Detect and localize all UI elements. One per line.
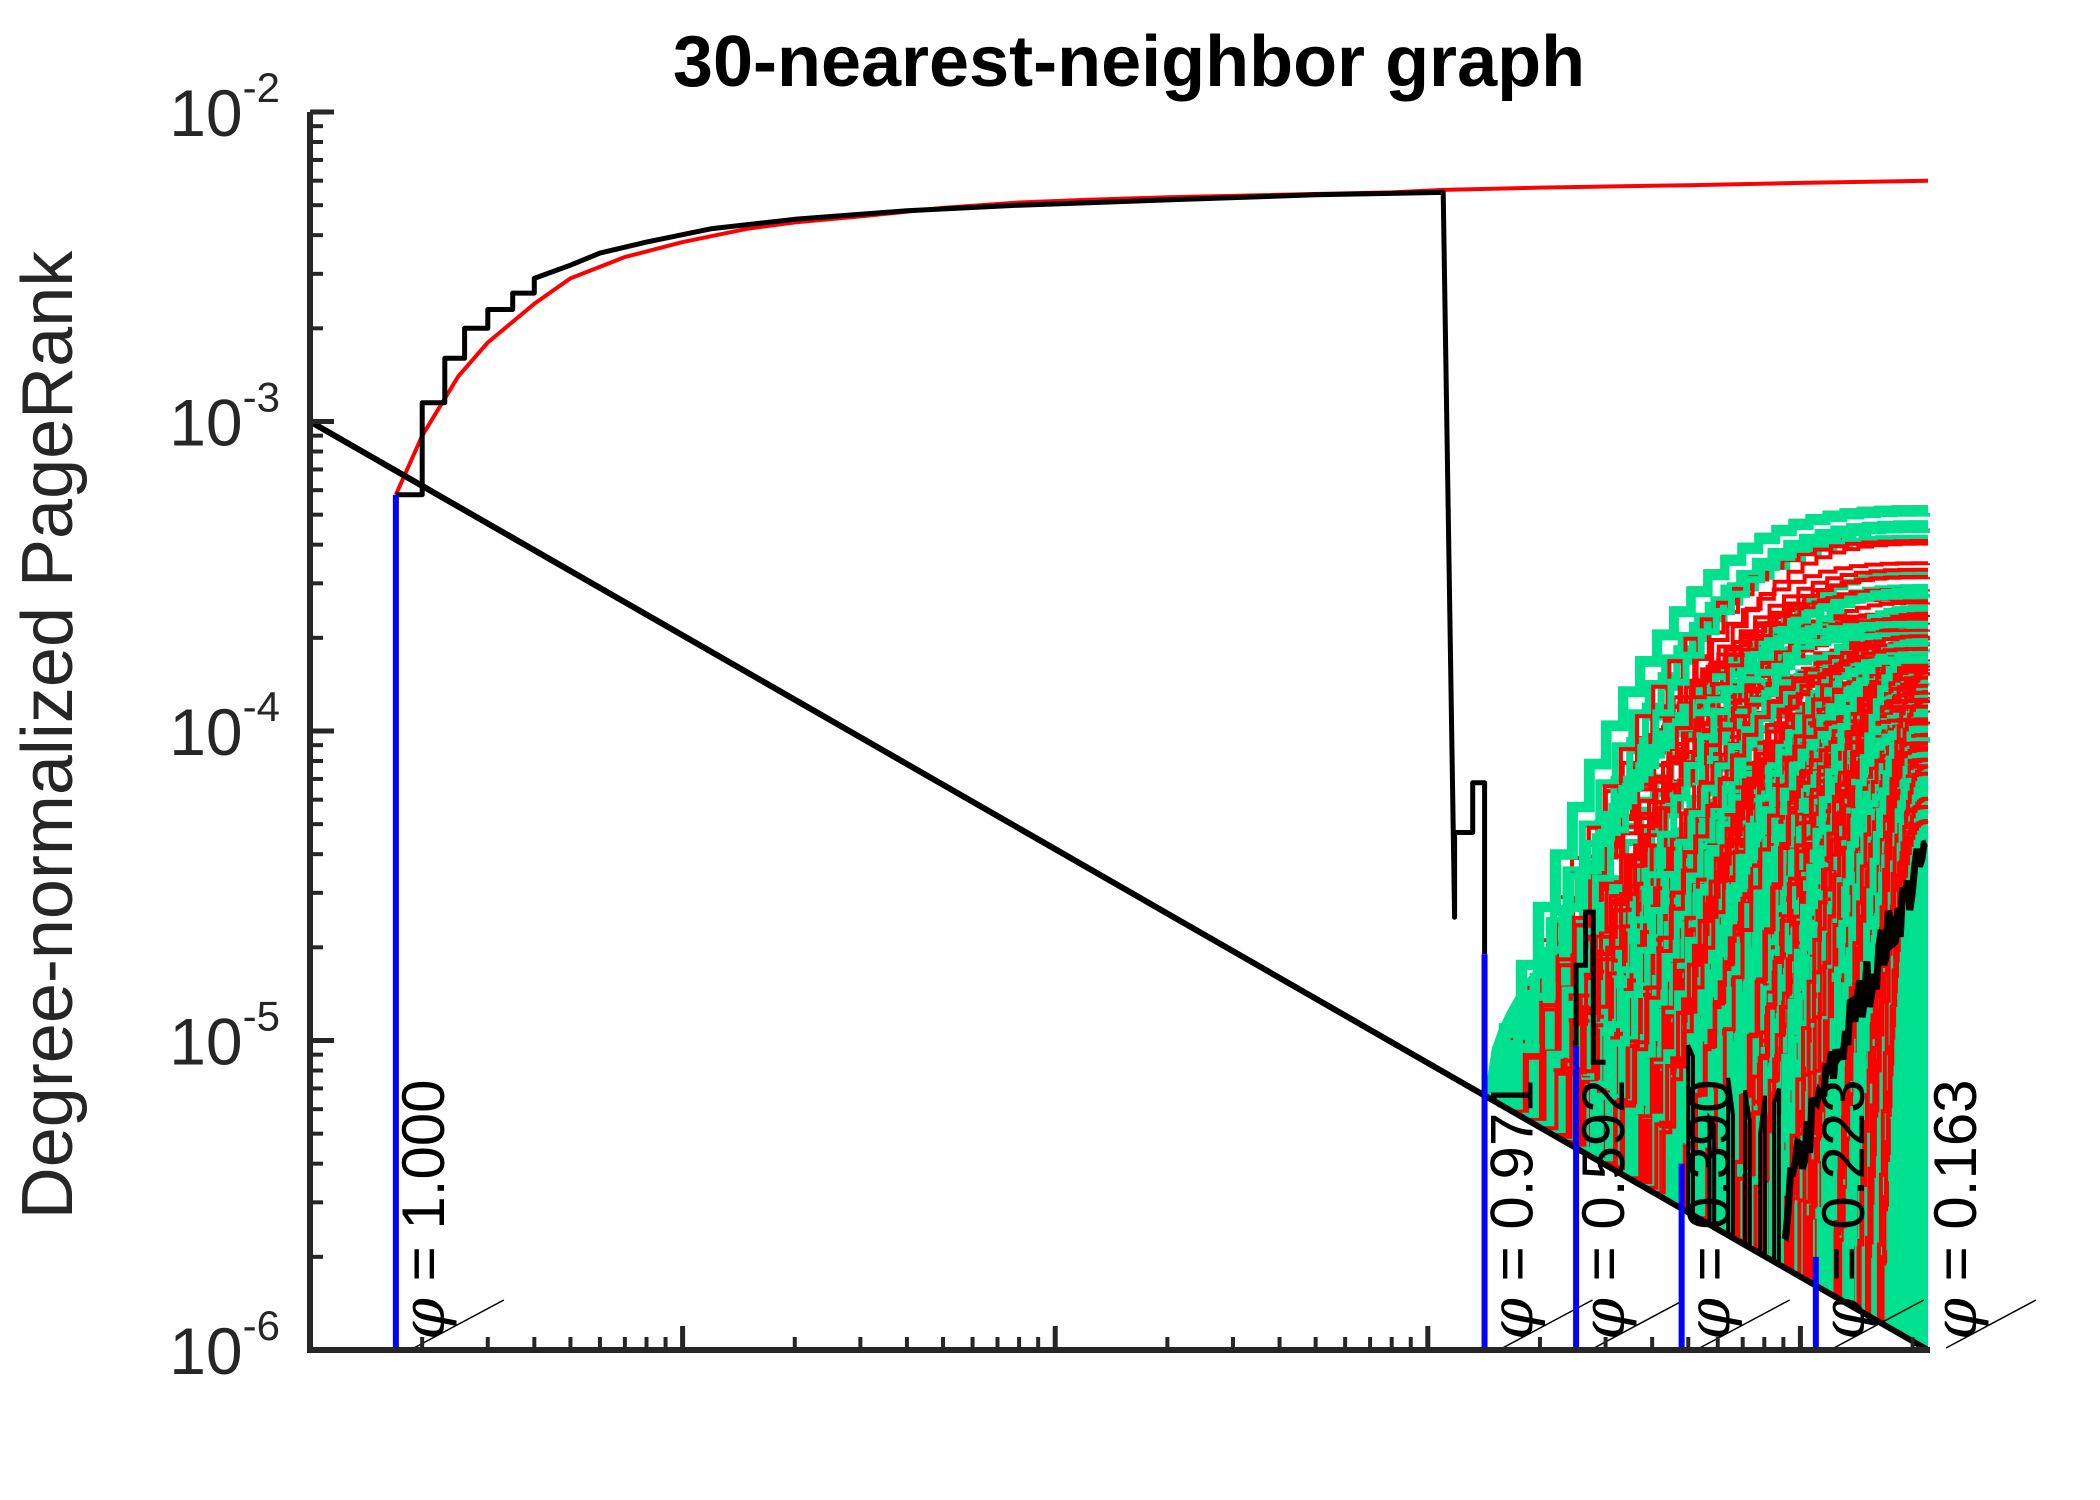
y-tick-label: 10-5 (169, 993, 280, 1079)
phi-marker-label: φ = 0.592 (1569, 1079, 1639, 1340)
phi-symbol: φ (1809, 1298, 1879, 1340)
y-tick-label: 10-6 (169, 1302, 280, 1388)
black-sweep-curve (1572, 909, 1606, 1065)
y-tick-exponent: -3 (243, 374, 280, 421)
black-sweep-curve (1726, 1077, 1735, 1236)
series-line-1 (395, 189, 1488, 955)
phi-value: 0.163 (1922, 1079, 1989, 1229)
series-layer (394, 178, 1929, 955)
y-tick-exponent: -4 (243, 683, 280, 730)
phi-symbol: φ (1569, 1298, 1639, 1340)
phi-slash (413, 1299, 505, 1349)
chart-title: 30-nearest-neighbor graph (673, 22, 1585, 102)
sweep-curve (1565, 541, 1928, 1144)
sweep-curve (1645, 646, 1928, 1190)
phi-symbol: φ (1921, 1298, 1991, 1340)
phi-equals: = (1922, 1230, 1989, 1298)
y-tick-base: 10 (169, 1314, 242, 1388)
phi-marker-label: φ = 0.223 (1809, 1079, 1879, 1340)
sweep-curve (1815, 644, 1928, 1290)
sweep-lines-layer (1484, 505, 1930, 1326)
sweep-curve (1669, 655, 1928, 1206)
phi-slash (1833, 1299, 1925, 1349)
phi-symbol: φ (1478, 1298, 1548, 1340)
y-tick-base: 10 (169, 386, 242, 460)
y-tick-label: 10-2 (169, 64, 280, 150)
y-axis-label: Degree-normalized PageRank (8, 250, 88, 1220)
black-sweep-curve (1707, 1112, 1717, 1225)
sweep-curve (1864, 670, 1930, 1316)
phi-marker-label: φ = 0.390 (1675, 1079, 1745, 1340)
phi-equals: = (1479, 1230, 1546, 1298)
phi-marker-label: φ = 1.000 (389, 1079, 459, 1340)
sweep-curve (1534, 526, 1930, 1128)
phi-marker-label: φ = 0.971 (1478, 1079, 1548, 1340)
black-sweep-curve (1772, 1087, 1781, 1262)
y-tick-exponent: -2 (243, 64, 280, 111)
series-line-0 (394, 178, 1929, 496)
x-ticks (307, 1326, 1915, 1350)
sweep-curve (1644, 587, 1928, 1191)
y-tick-base: 10 (169, 695, 242, 769)
phi-value: 0.971 (1479, 1079, 1546, 1229)
phi-slash (1593, 1299, 1685, 1349)
phi-marker-label: φ = 0.163 (1921, 1079, 1991, 1340)
black-sweep-curve (1743, 1089, 1752, 1245)
phi-symbol: φ (1675, 1298, 1745, 1340)
y-tick-label: 10-3 (169, 374, 280, 460)
phi-equals: = (390, 1230, 457, 1298)
y-tick-label: 10-4 (169, 683, 280, 769)
phi-slash (1945, 1299, 2037, 1349)
sweep-curve (1766, 638, 1930, 1261)
y-tick-base: 10 (169, 76, 242, 150)
y-tick-base: 10 (169, 1005, 242, 1079)
sweep-curve (1698, 634, 1930, 1221)
y-tick-exponent: -6 (243, 1302, 280, 1349)
phi-equals: = (1810, 1230, 1877, 1298)
threshold-layer (308, 418, 1930, 1353)
y-ticks: 10-210-310-410-510-6 (169, 64, 334, 1388)
phi-value: 0.390 (1676, 1079, 1743, 1229)
y-tick-exponent: -5 (243, 993, 280, 1040)
sweep-region (394, 178, 1930, 1350)
phi-value: 0.223 (1810, 1079, 1877, 1229)
black-sweep-curve (1758, 1095, 1767, 1254)
sweep-curve (1609, 643, 1928, 1170)
black-sweep-curve (1686, 1044, 1695, 1213)
sweep-curve (1786, 668, 1928, 1271)
phi-equals: = (1570, 1230, 1637, 1298)
phi-value: 0.592 (1570, 1079, 1637, 1229)
sweep-curve (1674, 717, 1928, 1207)
phi-symbol: φ (389, 1298, 459, 1340)
phi-value: 1.000 (390, 1079, 457, 1229)
phi-equals: = (1676, 1230, 1743, 1298)
threshold-line (308, 418, 1930, 1353)
phi-slash (1699, 1299, 1790, 1349)
black-sweep-curve (1781, 839, 1928, 1243)
sweep-curve (1490, 509, 1930, 1103)
sweep-curve (1866, 698, 1928, 1317)
